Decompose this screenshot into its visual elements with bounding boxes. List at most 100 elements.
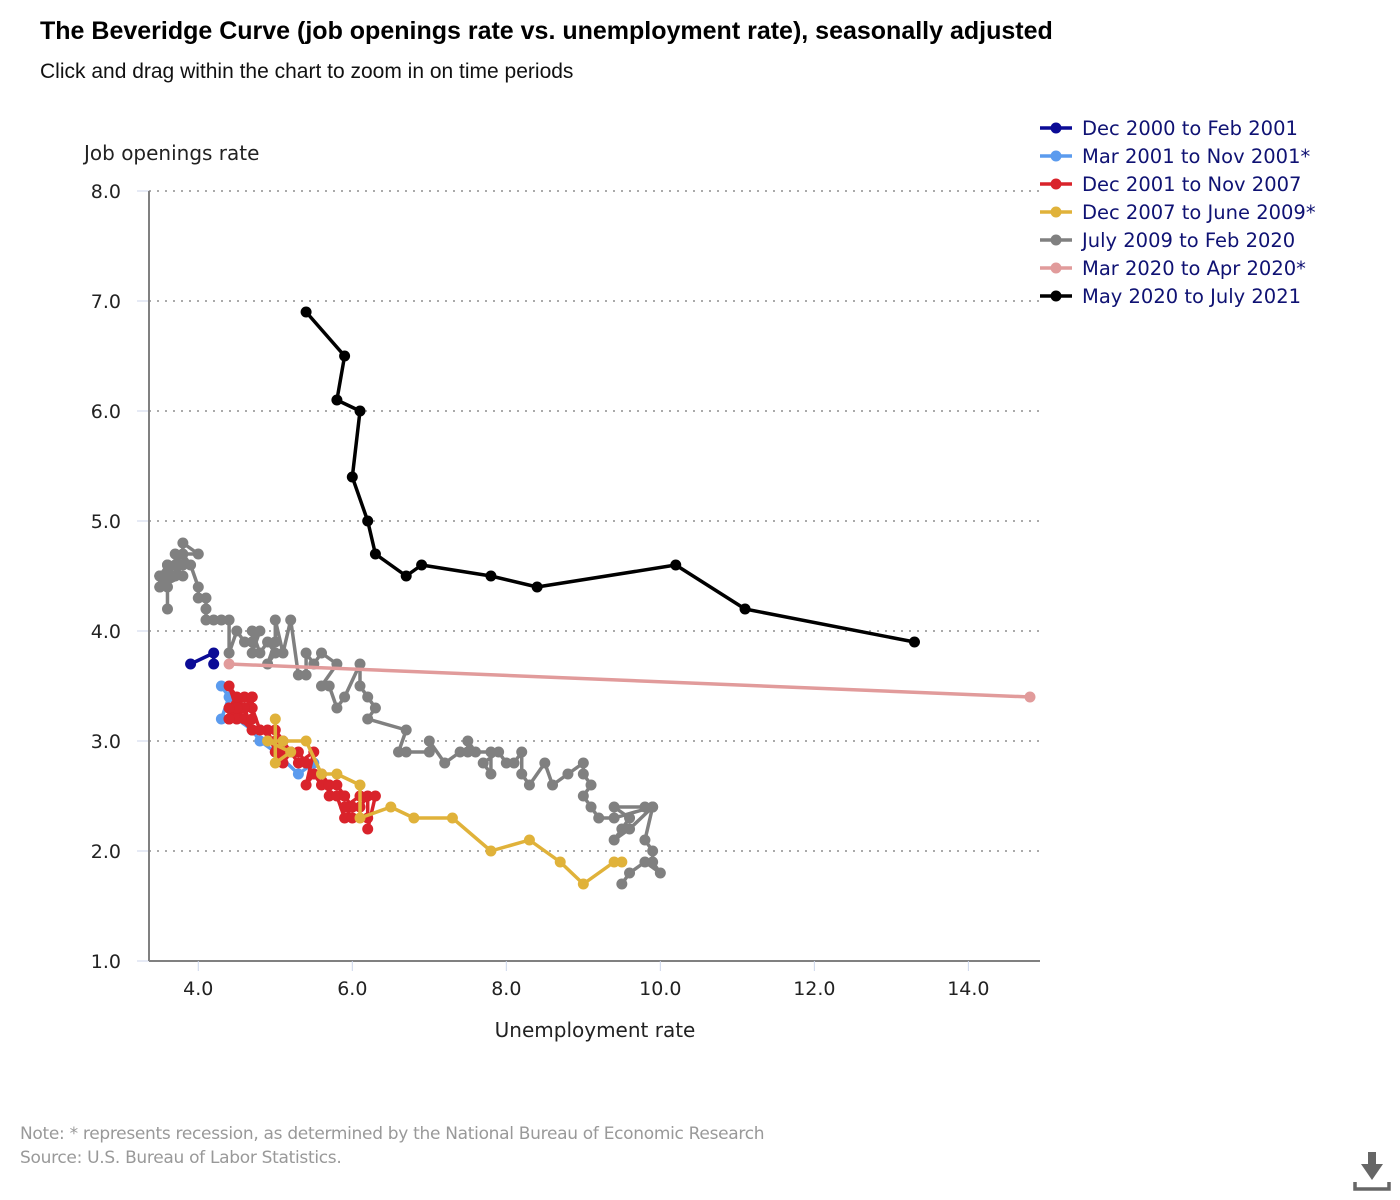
data-point xyxy=(269,647,281,659)
data-point xyxy=(269,614,281,626)
data-point xyxy=(485,845,497,857)
y-tick-label: 5.0 xyxy=(91,511,121,533)
data-point xyxy=(292,669,304,681)
data-point xyxy=(254,647,266,659)
data-point xyxy=(439,757,451,769)
data-point xyxy=(154,581,166,593)
data-point xyxy=(300,757,312,769)
x-tick-label: 8.0 xyxy=(491,978,521,1000)
data-point xyxy=(177,548,189,560)
data-point xyxy=(493,746,505,758)
data-point xyxy=(200,603,212,615)
legend-label: Mar 2020 to Apr 2020* xyxy=(1082,257,1306,280)
legend-marker-icon xyxy=(1050,234,1062,246)
data-point xyxy=(531,581,543,593)
legend-marker-icon xyxy=(1050,150,1062,162)
download-icon xyxy=(1353,1152,1391,1191)
legend-item[interactable]: Dec 2001 to Nov 2007 xyxy=(1040,173,1301,196)
legend-item[interactable]: Mar 2001 to Nov 2001* xyxy=(1040,145,1310,168)
legend-item[interactable]: Dec 2007 to June 2009* xyxy=(1040,201,1316,224)
data-point xyxy=(346,471,358,483)
legend-marker-icon xyxy=(1050,262,1062,274)
data-point xyxy=(300,669,312,681)
legend-item[interactable]: July 2009 to Feb 2020 xyxy=(1040,229,1295,252)
y-tick-label: 2.0 xyxy=(91,841,121,863)
data-point xyxy=(262,735,274,747)
download-button[interactable] xyxy=(1352,1150,1392,1192)
legend-item[interactable]: Dec 2000 to Feb 2001 xyxy=(1040,117,1298,140)
data-point xyxy=(462,735,474,747)
data-point xyxy=(161,559,173,571)
x-tick-label: 10.0 xyxy=(639,978,681,1000)
data-point xyxy=(316,768,328,780)
data-point xyxy=(616,856,628,868)
data-point xyxy=(624,823,636,835)
y-tick-label: 3.0 xyxy=(91,731,121,753)
legend-label: May 2020 to July 2021 xyxy=(1082,285,1301,308)
data-point xyxy=(215,713,227,725)
legend-item[interactable]: May 2020 to July 2021 xyxy=(1040,285,1301,308)
data-point xyxy=(154,570,166,582)
data-point xyxy=(331,768,343,780)
data-point xyxy=(231,702,243,714)
data-point xyxy=(577,878,589,890)
data-point xyxy=(362,515,374,527)
data-point xyxy=(616,878,628,890)
data-point xyxy=(354,680,366,692)
data-point xyxy=(485,746,497,758)
data-point xyxy=(177,570,189,582)
y-tick-label: 8.0 xyxy=(91,181,121,203)
data-point xyxy=(539,757,551,769)
data-point xyxy=(354,812,366,824)
legend-item[interactable]: Mar 2020 to Apr 2020* xyxy=(1040,257,1306,280)
data-point xyxy=(577,757,589,769)
data-point xyxy=(246,625,258,637)
data-point xyxy=(562,768,574,780)
data-point xyxy=(231,691,243,703)
data-point xyxy=(177,537,189,549)
data-point xyxy=(446,812,458,824)
data-point xyxy=(192,581,204,593)
chart[interactable]: 1.0 2.0 3.0 4.0 5.0 6.0 7.0 8.0 4.0 6.0 8.0 10.0 12.… xyxy=(0,0,1400,1110)
data-point xyxy=(462,746,474,758)
footnote-source: Source: U.S. Bureau of Labor Statistics. xyxy=(20,1148,342,1168)
data-point xyxy=(323,779,335,791)
y-tick-label: 4.0 xyxy=(91,621,121,643)
data-point xyxy=(246,647,258,659)
data-point xyxy=(285,614,297,626)
data-point xyxy=(262,724,274,736)
legend-marker-icon xyxy=(1050,122,1062,134)
data-point xyxy=(423,735,435,747)
data-point xyxy=(339,790,351,802)
data-point xyxy=(485,570,497,582)
series-line xyxy=(304,310,915,644)
data-point xyxy=(323,790,335,802)
data-point xyxy=(593,812,605,824)
data-point xyxy=(346,812,358,824)
legend-label: July 2009 to Feb 2020 xyxy=(1080,229,1295,252)
legend-label: Dec 2001 to Nov 2007 xyxy=(1082,173,1301,196)
x-axis-label: Unemployment rate xyxy=(495,1018,696,1042)
data-point xyxy=(215,614,227,626)
y-axis-label: Job openings rate xyxy=(82,141,259,165)
legend-label: Dec 2007 to June 2009* xyxy=(1082,201,1316,224)
data-point xyxy=(385,801,397,813)
data-point xyxy=(254,724,266,736)
data-point xyxy=(516,746,528,758)
footnote-recession: Note: * represents recession, as determi… xyxy=(20,1124,765,1144)
data-point xyxy=(608,801,620,813)
data-point xyxy=(547,779,559,791)
data-point xyxy=(223,680,235,692)
series-layer xyxy=(154,306,1036,890)
data-point xyxy=(192,548,204,560)
data-point xyxy=(200,592,212,604)
data-point xyxy=(339,812,351,824)
data-point xyxy=(223,713,235,725)
series-6 xyxy=(223,658,1036,703)
data-point xyxy=(354,779,366,791)
data-point xyxy=(223,702,235,714)
data-point xyxy=(454,746,466,758)
data-point xyxy=(238,691,250,703)
legend-label: Mar 2001 to Nov 2001* xyxy=(1082,145,1310,168)
data-point xyxy=(477,757,489,769)
